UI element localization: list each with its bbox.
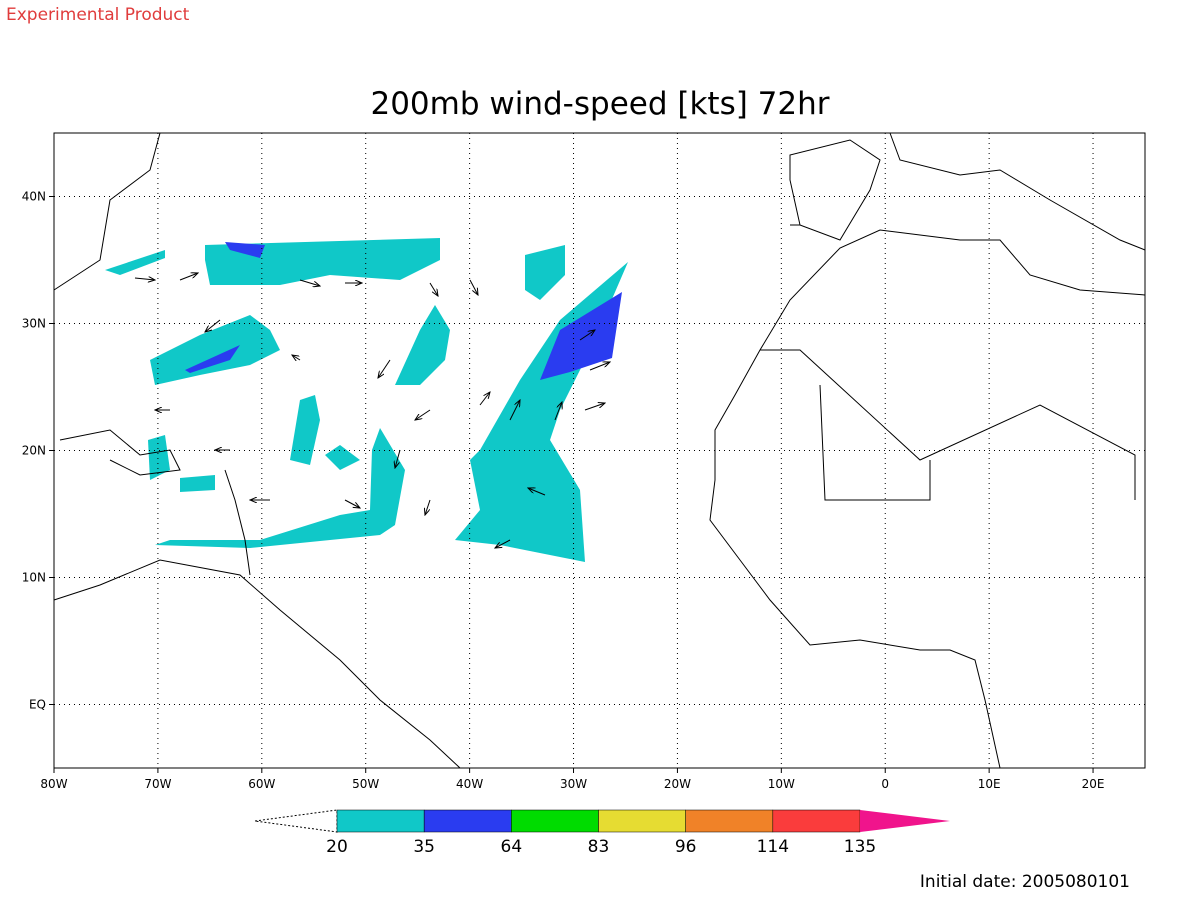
colorbar-label: 64 (501, 837, 523, 857)
y-tick-label: 30N (22, 317, 46, 331)
x-tick-label: 30W (560, 777, 587, 791)
wind-vectors (134, 273, 610, 548)
colorbar-label: 20 (326, 837, 348, 857)
colorbar: 20 35 64 83 96 114 135 (254, 809, 950, 857)
colorbar-box (423, 809, 512, 833)
colorbar-box (511, 809, 599, 833)
colorbar-box (336, 809, 425, 833)
x-tick-label: 10E (978, 777, 1001, 791)
x-tick-label: 40W (456, 777, 483, 791)
colorbar-label: 96 (675, 837, 697, 857)
y-tick-label: EQ (29, 698, 46, 712)
colorbar-box (772, 809, 861, 833)
x-tick-label: 20W (664, 777, 691, 791)
colorbar-over (860, 810, 950, 832)
x-tick-label: 70W (144, 777, 171, 791)
y-tick-label: 20N (22, 444, 46, 458)
y-tick-label: 10N (22, 571, 46, 585)
colorbar-box (598, 809, 686, 833)
colorbar-label: 35 (413, 837, 435, 857)
colorbar-label: 114 (757, 837, 789, 857)
title: 200mb wind-speed [kts] 72hr (370, 86, 829, 122)
colorbar-box (685, 809, 774, 833)
footer: Initial date: 2005080101 (920, 872, 1130, 892)
colorbar-label: 135 (844, 837, 876, 857)
x-tick-label: 0 (881, 777, 889, 791)
coastlines (53, 132, 1146, 769)
x-tick-label: 10W (768, 777, 795, 791)
map (49, 132, 1146, 773)
x-tick-label: 50W (352, 777, 379, 791)
colorbar-label: 83 (588, 837, 610, 857)
y-tick-label: 40N (22, 190, 46, 204)
colorbar-under (254, 809, 338, 833)
x-tick-label: 60W (248, 777, 275, 791)
note: Experimental Product (6, 5, 190, 25)
map-frame (53, 132, 1146, 769)
x-tick-label: 20E (1082, 777, 1105, 791)
x-tick-label: 80W (40, 777, 67, 791)
wind-shading (105, 238, 628, 562)
